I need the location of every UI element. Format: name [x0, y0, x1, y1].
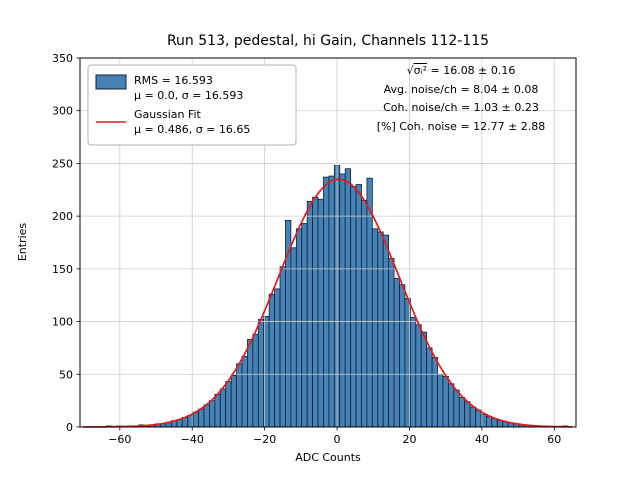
histogram-bar	[442, 375, 449, 428]
legend-box	[87, 64, 297, 146]
y-tick-label: 350	[52, 52, 73, 65]
histogram-bar	[279, 266, 286, 428]
histogram-bar	[274, 288, 281, 428]
gaussian-fit-curve	[83, 178, 573, 428]
histogram-bar	[268, 293, 276, 428]
histogram-bar	[295, 228, 303, 428]
stats-line-coh-noise-pct: [%] Coh. noise = 12.77 ± 2.88	[376, 119, 546, 133]
histogram-bar	[447, 383, 455, 428]
histogram-bar	[350, 186, 357, 428]
histogram-bar	[496, 420, 504, 428]
chart-title: Run 513, pedestal, hi Gain, Channels 112…	[167, 33, 489, 49]
legend-fit-label-2: μ = 0.486, σ = 16.65	[134, 123, 250, 136]
y-tick-label: 250	[52, 157, 73, 170]
histogram-bar	[453, 389, 460, 428]
legend-hist-label-2: μ = 0.0, σ = 16.593	[134, 89, 243, 102]
y-tick-label: 100	[52, 316, 73, 329]
histogram-bar	[371, 228, 379, 428]
x-tick-label: 40	[475, 433, 489, 446]
plot-frame	[79, 57, 577, 428]
histogram-bar	[306, 200, 314, 428]
histogram-bar	[399, 284, 406, 428]
histogram-bar	[393, 277, 400, 428]
histogram-bar	[323, 176, 330, 428]
sigma-squared: σᵢ²	[413, 64, 427, 77]
legend-histogram-swatch	[95, 74, 127, 90]
histogram-bar	[312, 196, 319, 428]
histogram-bar	[415, 324, 422, 428]
histogram-bar	[317, 198, 324, 428]
stats-line-coh-noise: Coh. noise/ch = 1.03 ± 0.23	[383, 101, 539, 114]
histogram-bar	[219, 388, 227, 428]
histogram-bar	[458, 397, 466, 428]
gaussian-fit-path	[83, 178, 573, 428]
histogram-bar	[355, 184, 362, 428]
axes-frame	[79, 57, 577, 428]
histogram-bars	[105, 165, 569, 428]
histogram-bar	[230, 374, 237, 428]
histogram-bar	[409, 316, 417, 428]
histogram-bar	[236, 363, 243, 428]
histogram-bar	[198, 408, 205, 428]
histogram-bar	[301, 223, 308, 428]
histogram-bar	[382, 234, 390, 428]
x-axis-label: ADC Counts	[295, 451, 361, 464]
histogram-bar	[366, 177, 373, 428]
histogram-bar	[464, 401, 471, 428]
histogram-bar	[420, 331, 428, 428]
histogram-bar	[426, 347, 433, 428]
histogram-bar	[469, 406, 476, 428]
histogram-bar	[431, 357, 438, 428]
histogram-bar	[361, 199, 368, 428]
histogram-bar	[241, 355, 248, 428]
histogram-bar	[437, 373, 444, 428]
histogram-bar	[475, 409, 482, 428]
histogram-bar	[290, 247, 297, 428]
sqrt-sign: √	[406, 64, 414, 77]
legend: RMS = 16.593 μ = 0.0, σ = 16.593 Gaussia…	[87, 64, 297, 146]
histogram-bar	[485, 416, 493, 428]
stats-annotation: √σᵢ² = 16.08 ± 0.16 Avg. noise/ch = 8.04…	[345, 62, 577, 136]
x-tick-label: −20	[253, 433, 276, 446]
histogram-bar	[328, 175, 335, 428]
histogram-bar	[257, 319, 265, 428]
histogram-bar	[344, 168, 352, 428]
histogram-bar	[491, 418, 498, 428]
x-tick-label: 60	[547, 433, 561, 446]
y-tick-label: 50	[59, 368, 73, 381]
y-tick-label: 0	[66, 421, 73, 434]
legend-hist-label-1: RMS = 16.593	[134, 74, 213, 87]
histogram-bar	[247, 339, 254, 428]
histogram-bar	[209, 400, 216, 428]
y-tick-label: 150	[52, 263, 73, 276]
stats-line-rms: √σᵢ² = 16.08 ± 0.16	[345, 62, 577, 81]
histogram-bar	[225, 381, 232, 428]
legend-fit-label-1: Gaussian Fit	[134, 108, 202, 121]
x-tick-label: −60	[108, 433, 131, 446]
stats-line-avg-noise: Avg. noise/ch = 8.04 ± 0.08	[383, 82, 539, 96]
x-tick-label: 0	[334, 433, 341, 446]
axis-ticks: −60 −40 −20 0 20 40 60 0 50 100 150 200 250 300 350	[52, 52, 561, 446]
y-tick-label: 200	[52, 210, 73, 223]
stats-line-rms-value: = 16.08 ± 0.16	[426, 64, 516, 77]
histogram-bar	[214, 393, 221, 428]
histogram-bar	[388, 257, 395, 428]
histogram-bar	[252, 333, 259, 428]
y-tick-label: 300	[52, 105, 73, 118]
histogram-bar	[339, 173, 346, 428]
histogram-bar	[192, 411, 199, 428]
histogram-bar	[377, 231, 384, 428]
x-tick-label: −40	[181, 433, 204, 446]
histogram-bar	[203, 404, 210, 428]
y-axis-label: Entries	[16, 223, 29, 262]
x-tick-label: 20	[402, 433, 416, 446]
